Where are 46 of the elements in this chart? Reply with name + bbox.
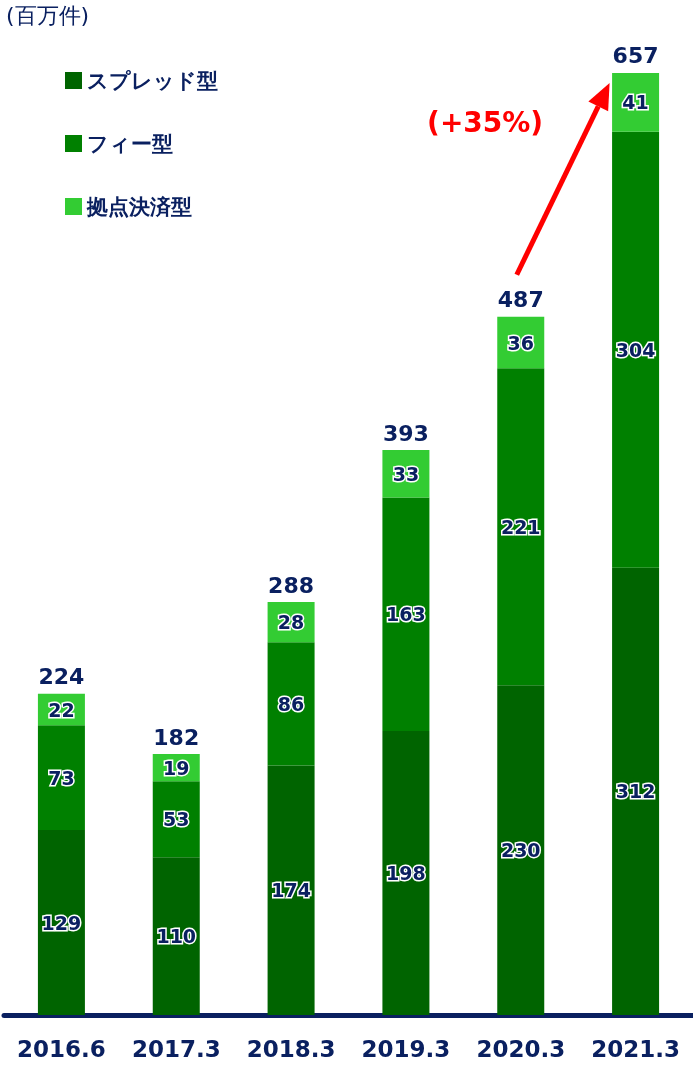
- annotation: (+35%): [427, 106, 544, 140]
- bar: [612, 567, 660, 1015]
- data-label: 198: [386, 862, 426, 885]
- data-label: 36: [507, 331, 534, 354]
- data-label: 19: [163, 756, 190, 779]
- bar: [382, 731, 430, 1015]
- data-label: 22: [48, 698, 75, 721]
- legend-label: フィー型: [87, 131, 173, 156]
- bar: [267, 642, 315, 766]
- legend-label: スプレッド型: [87, 68, 218, 93]
- x-tick-label: 2021.3: [591, 1035, 680, 1062]
- data-label: 174: [271, 879, 311, 902]
- total-label: 288: [268, 572, 315, 598]
- data-label: 129: [41, 911, 82, 934]
- data-label: 28: [277, 611, 305, 634]
- bar: [37, 830, 85, 1015]
- x-tick-label: 2020.3: [476, 1035, 566, 1062]
- x-tick-label: 2017.3: [131, 1035, 221, 1062]
- data-label: 221: [500, 515, 541, 538]
- data-label: 304: [615, 338, 656, 361]
- total-label: 487: [497, 287, 544, 313]
- bar: [497, 368, 545, 686]
- x-tick-label: 2019.3: [361, 1035, 451, 1062]
- bar: [152, 857, 200, 1015]
- total-label: 657: [612, 43, 659, 69]
- bar: [497, 685, 545, 1015]
- data-label: 163: [386, 603, 426, 626]
- data-label: 110: [156, 925, 197, 948]
- data-label: 41: [622, 91, 649, 114]
- bar: [37, 725, 85, 831]
- data-label: 312: [615, 780, 656, 803]
- data-label: 73: [48, 766, 75, 789]
- total-label: 182: [153, 724, 200, 750]
- total-label: 393: [382, 420, 429, 446]
- legend-label: 拠点決済型: [86, 194, 192, 219]
- y-axis-title: (百万件): [6, 2, 90, 28]
- data-label: 230: [500, 839, 541, 862]
- data-label: 86: [277, 692, 305, 715]
- x-tick-label: 2018.3: [246, 1035, 336, 1062]
- bar: [267, 765, 315, 1015]
- data-label: 53: [163, 808, 190, 831]
- data-label: 33: [392, 462, 420, 485]
- bar: [382, 497, 430, 732]
- x-tick-label: 2016.6: [17, 1035, 106, 1062]
- bar: [612, 131, 660, 568]
- total-label: 224: [38, 664, 85, 690]
